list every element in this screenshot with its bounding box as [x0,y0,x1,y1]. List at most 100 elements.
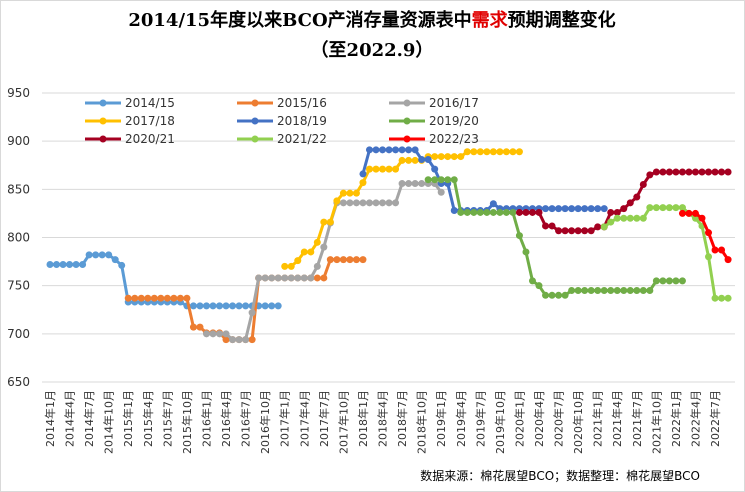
data-point [216,302,224,310]
data-point [418,180,426,188]
x-tick-label: 2018年1月 [356,390,370,447]
data-point [248,336,256,344]
data-point [724,294,732,302]
data-point [665,204,673,212]
data-point [626,286,634,294]
data-point [672,277,680,285]
legend-marker [403,99,411,107]
data-point [53,260,61,268]
legend-marker [403,135,411,143]
data-point [372,146,380,154]
data-point [398,180,406,188]
x-tick-label: 2019年7月 [473,390,487,447]
data-point [294,274,302,282]
data-point [405,156,413,164]
data-point [470,208,478,216]
x-tick-label: 2016年1月 [199,390,213,447]
data-point [307,248,315,256]
data-point [437,188,445,196]
data-point [535,282,543,290]
data-point [411,146,419,154]
y-tick-label: 950 [7,86,30,100]
x-tick-label: 2018年7月 [395,390,409,447]
data-point [92,251,100,259]
data-point [444,153,452,161]
data-point [542,205,550,213]
data-point [385,165,393,173]
data-point [287,262,295,270]
data-point [581,227,589,235]
data-point [229,336,237,344]
data-point [79,260,87,268]
data-point [522,248,530,256]
data-point [431,165,439,173]
data-point [124,294,132,302]
data-point [405,180,413,188]
data-point [248,309,256,317]
data-point [118,261,126,269]
data-point [196,302,204,310]
data-point [326,218,334,226]
data-point [568,205,576,213]
data-point [535,208,543,216]
data-point [326,256,334,264]
data-point [711,294,719,302]
data-point [581,205,589,213]
data-point [424,155,432,163]
title-part: 预期调整变化 [508,9,616,31]
data-point [594,205,602,213]
x-tick-label: 2020年7月 [552,390,566,447]
data-point [379,165,387,173]
data-point [183,294,191,302]
data-point [587,286,595,294]
data-point [66,260,74,268]
data-point [489,208,497,216]
data-point [339,189,347,197]
data-point [483,148,491,156]
data-point [652,277,660,285]
chart-subtitle: （至2022.9） [311,40,434,61]
data-point [607,208,615,216]
data-point [548,291,556,299]
data-point [339,199,347,207]
legend-marker [99,99,107,107]
data-point [542,291,550,299]
x-tick-label: 2014年10月 [102,390,116,454]
chart-title: 2014/15年度以来BCO产消存量资源表中需求预期调整变化 [128,9,615,31]
data-point [222,330,230,338]
data-point [678,209,686,217]
data-point [300,248,308,256]
data-point [242,336,250,344]
x-tick-label: 2017年7月 [317,390,331,447]
data-point [476,208,484,216]
data-point [613,214,621,222]
data-point [365,165,373,173]
data-point [574,227,582,235]
data-point [672,168,680,176]
data-point [626,199,634,207]
data-point [711,246,719,254]
x-tick-label: 2019年1月 [434,390,448,447]
data-point [594,286,602,294]
data-point [496,208,504,216]
x-tick-label: 2015年4月 [141,390,155,447]
data-point [463,208,471,216]
y-tick-label: 700 [7,327,30,341]
data-point [718,294,726,302]
y-tick-label: 750 [7,279,30,293]
legend-label: 2018/19 [277,114,327,128]
data-point [405,146,413,154]
data-point [313,262,321,270]
data-point [561,227,569,235]
x-tick-label: 2017年4月 [297,390,311,447]
y-tick-label: 900 [7,134,30,148]
legend-label: 2019/20 [429,114,479,128]
data-point [431,153,439,161]
data-point [646,204,654,212]
x-tick-label: 2017年10月 [336,390,350,454]
data-point [150,294,158,302]
data-point [613,286,621,294]
data-point [268,302,276,310]
legend-marker [403,117,411,125]
